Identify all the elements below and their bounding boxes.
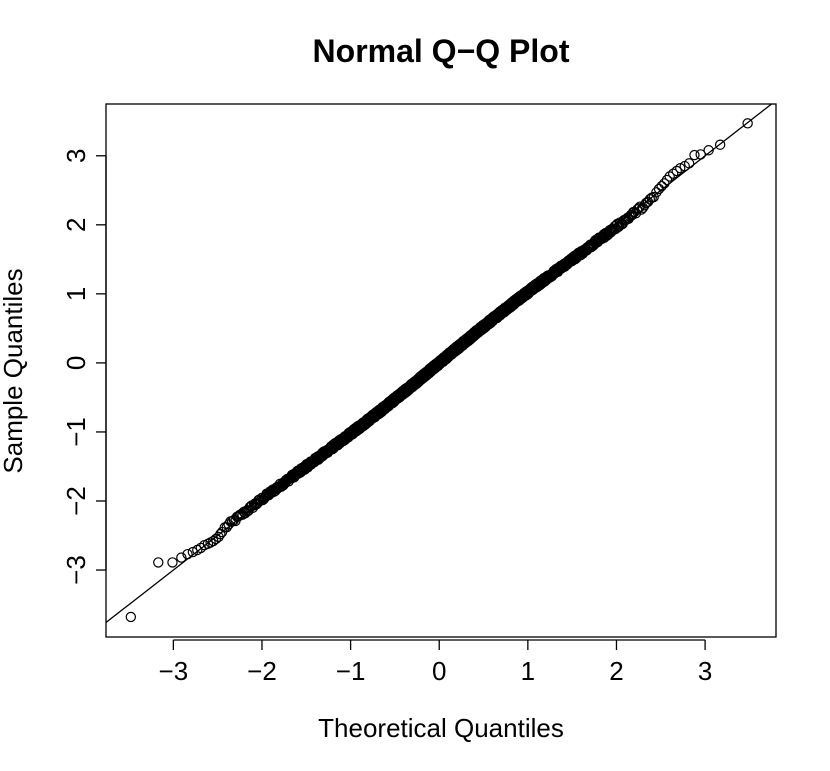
data-point bbox=[689, 149, 700, 161]
data-point bbox=[125, 611, 137, 623]
x-tick-label: −2 bbox=[247, 656, 277, 686]
x-axis-label: Theoretical Quantiles bbox=[318, 713, 564, 743]
y-tick-label: −3 bbox=[61, 555, 91, 585]
data-point bbox=[153, 557, 164, 568]
chart-title: Normal Q−Q Plot bbox=[313, 33, 570, 69]
data-point bbox=[683, 158, 695, 169]
y-tick-label: 3 bbox=[61, 149, 91, 163]
data-point bbox=[653, 183, 665, 195]
data-point bbox=[659, 178, 670, 189]
y-axis-label: Sample Quantiles bbox=[0, 268, 28, 473]
data-point bbox=[714, 139, 726, 150]
x-tick-label: 2 bbox=[609, 656, 623, 686]
data-point bbox=[202, 538, 214, 549]
y-tick-label: 0 bbox=[61, 356, 91, 370]
data-point bbox=[205, 537, 216, 548]
data-point bbox=[703, 145, 714, 156]
data-point bbox=[167, 557, 178, 568]
data-point bbox=[611, 219, 622, 231]
x-tick-label: 1 bbox=[521, 656, 535, 686]
points-layer bbox=[125, 118, 753, 623]
data-point bbox=[656, 180, 667, 192]
x-axis: −3 −2 −1 0 1 2 3 bbox=[159, 639, 712, 686]
data-point bbox=[664, 171, 675, 182]
x-tick-label: −3 bbox=[159, 656, 189, 686]
data-point bbox=[215, 528, 226, 540]
y-tick-label: 2 bbox=[61, 218, 91, 232]
x-tick-label: −1 bbox=[336, 656, 366, 686]
data-point bbox=[639, 200, 650, 211]
x-tick-label: 3 bbox=[698, 656, 712, 686]
data-point bbox=[671, 165, 682, 177]
data-point bbox=[667, 168, 679, 179]
data-point bbox=[651, 187, 662, 198]
data-point bbox=[216, 526, 228, 538]
data-point bbox=[661, 174, 673, 186]
y-tick-label: 1 bbox=[61, 287, 91, 301]
x-tick-label: 0 bbox=[432, 656, 446, 686]
data-point bbox=[742, 118, 753, 129]
data-point bbox=[176, 552, 187, 563]
data-point bbox=[695, 149, 706, 160]
y-tick-label: −1 bbox=[61, 417, 91, 447]
y-tick-label: −2 bbox=[61, 486, 91, 516]
y-axis: −3 −2 −1 0 1 2 3 bbox=[61, 149, 107, 585]
data-point bbox=[182, 548, 193, 560]
